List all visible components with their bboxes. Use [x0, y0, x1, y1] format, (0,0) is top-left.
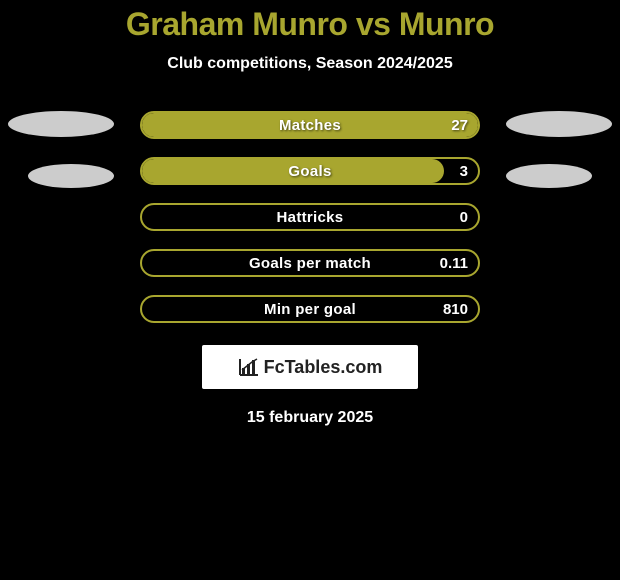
date-caption: 15 february 2025 [0, 409, 620, 427]
stat-bar-value: 3 [460, 159, 468, 183]
bar-chart-icon [238, 357, 260, 377]
source-logo-text: FcTables.com [264, 357, 383, 378]
stat-bar-value: 27 [451, 113, 468, 137]
stat-bar-value: 810 [443, 297, 468, 321]
stat-bar-label: Hattricks [142, 205, 478, 229]
page-subtitle: Club competitions, Season 2024/2025 [0, 55, 620, 73]
stat-bar-label: Matches [142, 113, 478, 137]
page-title: Graham Munro vs Munro [0, 6, 620, 43]
stat-bar-label: Goals per match [142, 251, 478, 275]
chart-area: Matches 27 Goals 3 Hattricks 0 Goals per… [0, 111, 620, 323]
comparison-infographic: Graham Munro vs Munro Club competitions,… [0, 0, 620, 427]
player-right-ellipse-bottom [506, 164, 592, 188]
stat-bar-hattricks: Hattricks 0 [140, 203, 480, 231]
stat-bar-goals: Goals 3 [140, 157, 480, 185]
player-right-ellipse-top [506, 111, 612, 137]
stat-bar-value: 0.11 [440, 251, 468, 275]
stat-bar-label: Min per goal [142, 297, 478, 321]
stat-bars: Matches 27 Goals 3 Hattricks 0 Goals per… [140, 111, 480, 323]
stat-bar-label: Goals [142, 159, 478, 183]
stat-bar-matches: Matches 27 [140, 111, 480, 139]
source-logo: FcTables.com [202, 345, 418, 389]
stat-bar-min-per-goal: Min per goal 810 [140, 295, 480, 323]
player-left-ellipse-bottom [28, 164, 114, 188]
player-left-ellipse-top [8, 111, 114, 137]
stat-bar-goals-per-match: Goals per match 0.11 [140, 249, 480, 277]
stat-bar-value: 0 [460, 205, 468, 229]
